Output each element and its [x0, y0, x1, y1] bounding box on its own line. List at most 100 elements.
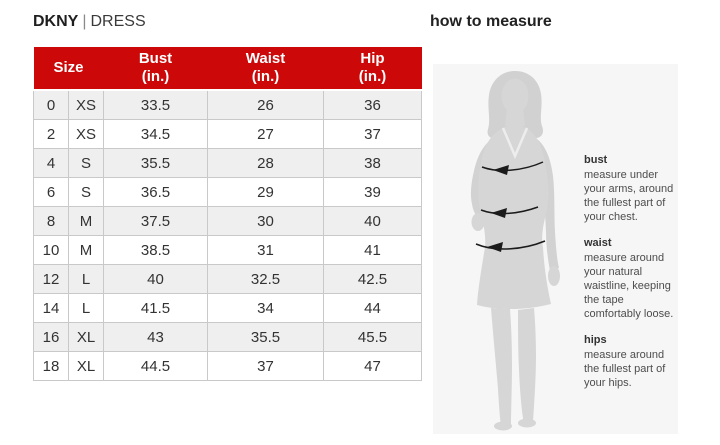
hip-arrowhead-icon: [487, 242, 503, 252]
measure-section-bust: bust measure under your arms, around the…: [584, 154, 674, 224]
title-separator: |: [82, 13, 87, 30]
silhouette-left-leg: [491, 308, 512, 426]
bust-column-label: Bust: [138, 50, 173, 67]
size-number-cell: 16: [33, 322, 69, 352]
bust-value-cell: 38.5: [103, 235, 208, 265]
bust-arrow-icon: [481, 161, 544, 172]
size-column-label: Size: [53, 59, 84, 76]
bust-value-cell: 35.5: [103, 148, 208, 178]
measurement-figure-illustration: [470, 71, 560, 431]
woman-silhouette: [470, 71, 560, 431]
silhouette-right-foot: [518, 418, 536, 428]
size-letter-cell: M: [68, 206, 104, 236]
bust-arrowhead-icon: [493, 165, 509, 175]
waist-value-cell: 35.5: [207, 322, 324, 352]
bust-value-cell: 37.5: [103, 206, 208, 236]
size-number-cell: 2: [33, 119, 69, 149]
measure-section-hips: hips measure around the fullest part of …: [584, 334, 674, 390]
waist-label: waist: [584, 237, 612, 249]
silhouette-left-foot: [494, 421, 512, 431]
column-header-size: Size: [33, 47, 104, 91]
hip-value-cell: 38: [323, 148, 422, 178]
size-number-cell: 14: [33, 293, 69, 323]
hip-arrow-icon: [475, 240, 546, 250]
size-number-cell: 4: [33, 148, 69, 178]
size-table-body: 0 XS 33.5 26 36 2 XS 34.5 27 37 4 S 35.5…: [33, 89, 422, 381]
table-row: 8 M 37.5 30 40: [33, 206, 422, 236]
hips-label: hips: [584, 334, 607, 346]
bust-value-cell: 33.5: [103, 89, 208, 120]
waist-column-label: Waist: [245, 50, 286, 67]
hips-instructions: measure around the fullest part of your …: [584, 349, 666, 389]
bust-value-cell: 41.5: [103, 293, 208, 323]
page-title: DKNY | DRESS: [33, 13, 146, 31]
measure-instructions: bust measure under your arms, around the…: [584, 154, 674, 403]
waist-value-cell: 29: [207, 177, 324, 207]
waist-value-cell: 27: [207, 119, 324, 149]
size-letter-cell: S: [68, 148, 104, 178]
brand-name: DKNY: [33, 13, 79, 30]
size-number-cell: 10: [33, 235, 69, 265]
hip-value-cell: 41: [323, 235, 422, 265]
silhouette-left-hand: [471, 213, 485, 231]
size-number-cell: 6: [33, 177, 69, 207]
measure-arrows: [475, 161, 546, 252]
table-row: 18 XL 44.5 37 47: [33, 351, 422, 381]
silhouette-vneck: [501, 127, 529, 160]
bust-value-cell: 44.5: [103, 351, 208, 381]
table-row: 0 XS 33.5 26 36: [33, 89, 422, 120]
size-table-header: Size Bust (in.) Waist (in.) Hip (in.): [33, 47, 422, 91]
size-letter-cell: S: [68, 177, 104, 207]
waist-arrow-icon: [480, 206, 539, 215]
size-number-cell: 18: [33, 351, 69, 381]
bust-column-unit: (in.): [141, 68, 170, 85]
bust-value-cell: 43: [103, 322, 208, 352]
hip-value-cell: 39: [323, 177, 422, 207]
hip-value-cell: 47: [323, 351, 422, 381]
how-to-measure-title: how to measure: [430, 13, 552, 30]
table-row: 14 L 41.5 34 44: [33, 293, 422, 323]
size-letter-cell: XS: [68, 89, 104, 120]
silhouette-head: [501, 78, 529, 114]
bust-instructions: measure under your arms, around the full…: [584, 169, 674, 223]
measure-section-waist: waist measure around your natural waistl…: [584, 237, 674, 321]
waist-value-cell: 26: [207, 89, 324, 120]
hip-column-label: Hip: [360, 50, 385, 67]
waist-column-unit: (in.): [251, 68, 280, 85]
product-type: DRESS: [90, 13, 146, 30]
size-letter-cell: XL: [68, 351, 104, 381]
size-letter-cell: XS: [68, 119, 104, 149]
table-header-row: Size Bust (in.) Waist (in.) Hip (in.): [33, 47, 422, 91]
waist-value-cell: 31: [207, 235, 324, 265]
size-letter-cell: XL: [68, 322, 104, 352]
silhouette-right-hand: [548, 266, 560, 286]
table-row: 12 L 40 32.5 42.5: [33, 264, 422, 294]
waist-value-cell: 28: [207, 148, 324, 178]
hip-value-cell: 44: [323, 293, 422, 323]
silhouette-torso: [478, 124, 549, 248]
bust-label: bust: [584, 154, 608, 166]
how-to-measure-panel: bust measure under your arms, around the…: [433, 64, 678, 434]
waist-value-cell: 37: [207, 351, 324, 381]
silhouette-skirt: [477, 247, 551, 310]
hip-column-unit: (in.): [358, 68, 387, 85]
table-row: 2 XS 34.5 27 37: [33, 119, 422, 149]
waist-value-cell: 30: [207, 206, 324, 236]
size-letter-cell: M: [68, 235, 104, 265]
bust-value-cell: 34.5: [103, 119, 208, 149]
waist-instructions: measure around your natural waistline, k…: [584, 252, 674, 320]
column-header-hip: Hip (in.): [323, 47, 422, 91]
hip-value-cell: 42.5: [323, 264, 422, 294]
size-number-cell: 0: [33, 89, 69, 120]
hip-value-cell: 45.5: [323, 322, 422, 352]
hip-value-cell: 37: [323, 119, 422, 149]
waist-value-cell: 34: [207, 293, 324, 323]
size-letter-cell: L: [68, 293, 104, 323]
column-header-bust: Bust (in.): [103, 47, 208, 91]
bust-value-cell: 36.5: [103, 177, 208, 207]
table-row: 4 S 35.5 28 38: [33, 148, 422, 178]
size-chart-table: Size Bust (in.) Waist (in.) Hip (in.) 0 …: [33, 47, 422, 381]
silhouette-right-leg: [518, 308, 536, 424]
size-number-cell: 12: [33, 264, 69, 294]
